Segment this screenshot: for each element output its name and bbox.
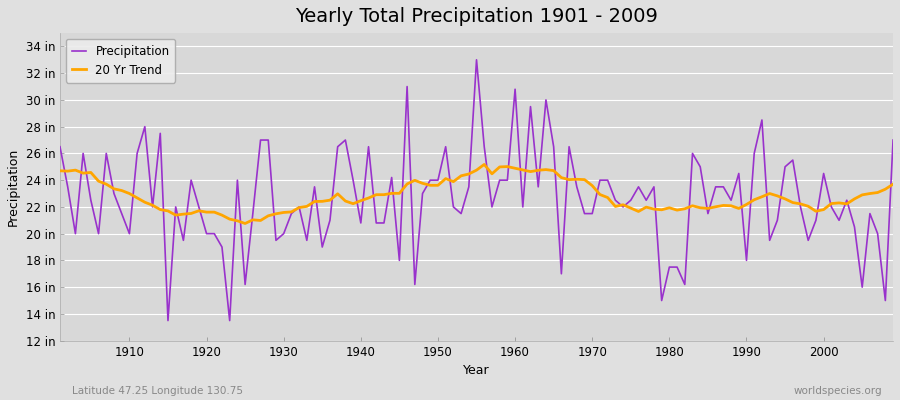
Text: worldspecies.org: worldspecies.org: [794, 386, 882, 396]
20 Yr Trend: [887, 182, 898, 186]
Precipitation: [340, 138, 351, 142]
Precipitation: [887, 138, 898, 142]
Y-axis label: Precipitation: Precipitation: [7, 148, 20, 226]
Text: Latitude 47.25 Longitude 130.75: Latitude 47.25 Longitude 130.75: [72, 386, 243, 396]
20 Yr Trend: [479, 162, 490, 167]
20 Yr Trend: [617, 202, 628, 207]
Precipitation: [116, 211, 127, 216]
Precipitation: [617, 204, 628, 209]
Precipitation: [518, 204, 528, 209]
20 Yr Trend: [239, 221, 250, 226]
Legend: Precipitation, 20 Yr Trend: Precipitation, 20 Yr Trend: [66, 39, 176, 83]
20 Yr Trend: [293, 205, 304, 210]
Line: 20 Yr Trend: 20 Yr Trend: [60, 164, 893, 224]
20 Yr Trend: [525, 169, 535, 174]
20 Yr Trend: [55, 168, 66, 173]
Precipitation: [471, 58, 482, 62]
Precipitation: [293, 204, 304, 209]
20 Yr Trend: [116, 188, 127, 193]
20 Yr Trend: [340, 199, 351, 204]
Precipitation: [525, 104, 535, 109]
Precipitation: [55, 144, 66, 149]
Precipitation: [163, 318, 174, 323]
20 Yr Trend: [518, 168, 528, 172]
X-axis label: Year: Year: [464, 364, 490, 377]
Title: Yearly Total Precipitation 1901 - 2009: Yearly Total Precipitation 1901 - 2009: [295, 7, 658, 26]
Line: Precipitation: Precipitation: [60, 60, 893, 320]
